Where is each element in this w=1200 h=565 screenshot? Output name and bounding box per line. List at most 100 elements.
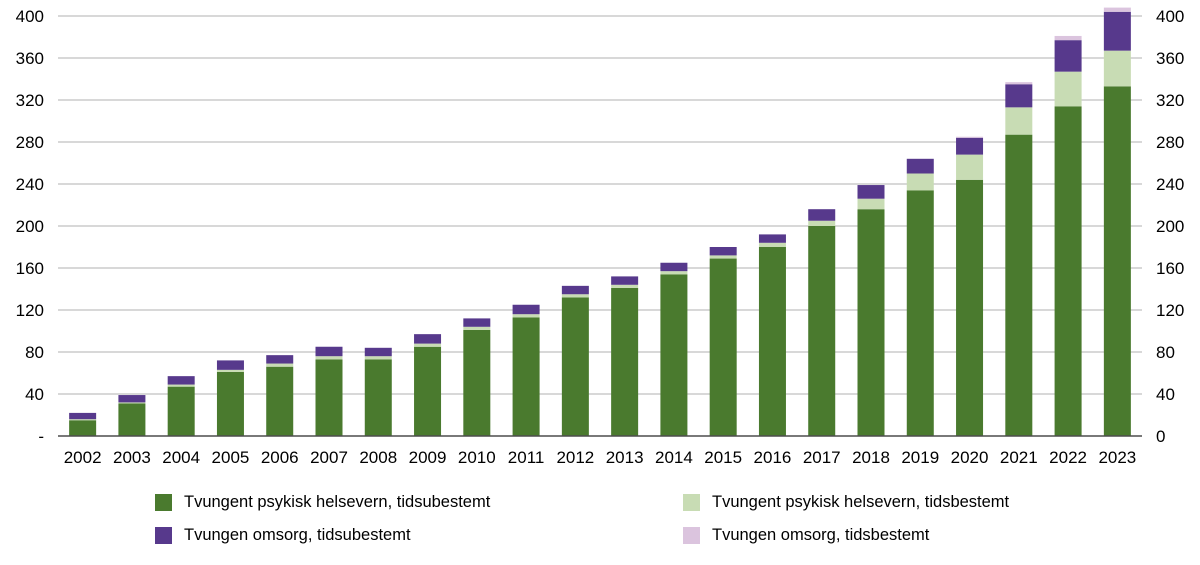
bar-segment-2016-s1 xyxy=(758,242,786,247)
bar-segment-2017-s2 xyxy=(808,209,836,221)
bar-segment-2002-s0 xyxy=(69,420,97,436)
chart-canvas: 40 40 80 80 120 120 160 160 200 200 240 240 280 280 32… xyxy=(16,7,1185,467)
x-axis-tick: 2019 xyxy=(901,448,939,467)
y-axis-tick-left: 80 xyxy=(25,343,44,362)
bar-segment-2009-s0 xyxy=(414,346,442,436)
bar-segment-2022-s3 xyxy=(1054,35,1082,41)
bar-segment-2011-s2 xyxy=(512,304,540,315)
bar-segment-2016-s0 xyxy=(758,247,786,436)
bar-segment-2017-s0 xyxy=(808,226,836,436)
x-axis-tick: 2005 xyxy=(212,448,250,467)
y-axis-tick-left: 400 xyxy=(16,7,44,26)
bar-segment-2005-s1 xyxy=(216,369,244,372)
legend-label: Tvungen omsorg, tidsubestemt xyxy=(184,526,411,544)
x-axis-tick: 2002 xyxy=(64,448,102,467)
x-axis-tick: 2018 xyxy=(852,448,890,467)
bar-segment-2019-s1 xyxy=(906,173,934,191)
bar-segment-2017-s1 xyxy=(808,220,836,226)
bar-segment-2004-s0 xyxy=(167,386,195,436)
legend-label: Tvungent psykisk helsevern, tidsubestemt xyxy=(184,493,491,511)
bar-segment-2014-s1 xyxy=(660,271,688,275)
bar-segment-2023-s3 xyxy=(1103,7,1131,12)
legend-item-2: Tvungen omsorg, tidsubestemt xyxy=(155,526,655,545)
bar-segment-2023-s0 xyxy=(1103,86,1131,436)
bar-segment-2010-s1 xyxy=(463,326,491,330)
bar-segment-2016-s2 xyxy=(758,234,786,243)
bar-segment-2003-s0 xyxy=(118,403,146,436)
legend-swatch-icon xyxy=(155,527,172,544)
bar-segment-2015-s0 xyxy=(709,258,737,436)
bar-segment-2021-s2 xyxy=(1005,84,1033,108)
x-axis-tick: 2009 xyxy=(409,448,447,467)
x-axis-tick: 2010 xyxy=(458,448,496,467)
y-axis-tick-right: 360 xyxy=(1156,49,1184,68)
bar-segment-2022-s2 xyxy=(1054,40,1082,72)
bar-segment-2018-s0 xyxy=(857,209,885,436)
bar-segment-2014-s2 xyxy=(660,262,688,272)
bar-segment-2010-s2 xyxy=(463,318,491,327)
bar-segment-2020-s0 xyxy=(956,179,984,437)
bar-segment-2004-s2 xyxy=(167,376,195,385)
x-axis-tick: 2006 xyxy=(261,448,299,467)
y-axis-tick-right: 40 xyxy=(1156,385,1175,404)
legend-swatch-icon xyxy=(683,527,700,544)
bar-segment-2014-s0 xyxy=(660,274,688,436)
legend-item-3: Tvungen omsorg, tidsbestemt xyxy=(683,526,1200,545)
bar-segment-2002-s1 xyxy=(69,419,97,421)
x-axis-tick: 2015 xyxy=(704,448,742,467)
bar-segment-2012-s0 xyxy=(561,297,589,436)
y-axis-tick-right: 160 xyxy=(1156,259,1184,278)
bar-segment-2008-s1 xyxy=(364,356,392,360)
y-axis-zero-left: - xyxy=(38,427,44,446)
x-axis-tick: 2007 xyxy=(310,448,348,467)
bar-segment-2006-s1 xyxy=(266,363,294,367)
y-axis-tick-right: 400 xyxy=(1156,7,1184,26)
y-axis-tick-left: 240 xyxy=(16,175,44,194)
chart-legend: Tvungent psykisk helsevern, tidsubestemt… xyxy=(0,493,1200,545)
bar-segment-2023-s1 xyxy=(1103,50,1131,87)
legend-swatch-icon xyxy=(155,494,172,511)
bar-segment-2007-s1 xyxy=(315,356,343,360)
legend-item-1: Tvungent psykisk helsevern, tidsbestemt xyxy=(683,493,1200,512)
x-axis-tick: 2008 xyxy=(359,448,397,467)
x-axis-tick: 2013 xyxy=(606,448,644,467)
bar-segment-2010-s0 xyxy=(463,329,491,436)
bar-segment-2022-s1 xyxy=(1054,71,1082,107)
bar-segment-2019-s0 xyxy=(906,190,934,436)
bar-segment-2022-s0 xyxy=(1054,106,1082,437)
y-axis-zero-right: 0 xyxy=(1156,427,1165,446)
bar-segment-2020-s1 xyxy=(956,154,984,180)
bar-segment-2012-s1 xyxy=(561,294,589,298)
x-axis-tick: 2020 xyxy=(951,448,989,467)
y-axis-tick-left: 200 xyxy=(16,217,44,236)
y-axis-tick-right: 320 xyxy=(1156,91,1184,110)
bar-segment-2013-s1 xyxy=(611,284,639,288)
bar-segment-2006-s0 xyxy=(266,366,294,436)
bar-segment-2005-s2 xyxy=(216,360,244,370)
bar-segment-2005-s0 xyxy=(216,371,244,436)
bar-segment-2021-s3 xyxy=(1005,82,1033,85)
bar-segment-2012-s2 xyxy=(561,285,589,295)
x-axis-tick: 2011 xyxy=(508,448,545,467)
x-axis-tick: 2004 xyxy=(162,448,200,467)
bar-segment-2009-s1 xyxy=(414,343,442,347)
bar-segment-2007-s0 xyxy=(315,359,343,436)
y-axis-tick-left: 360 xyxy=(16,49,44,68)
x-axis-tick: 2021 xyxy=(1000,448,1038,467)
bar-segment-2020-s2 xyxy=(956,137,984,155)
x-axis-tick: 2023 xyxy=(1098,448,1136,467)
bar-segment-2020-s3 xyxy=(956,136,984,138)
bar-segment-2011-s1 xyxy=(512,314,540,318)
bar-segment-2008-s2 xyxy=(364,347,392,357)
bar-segment-2015-s2 xyxy=(709,247,737,256)
bar-segment-2021-s1 xyxy=(1005,107,1033,135)
bar-segment-2004-s1 xyxy=(167,384,195,387)
bar-segment-2023-s2 xyxy=(1103,11,1131,51)
y-axis-tick-right: 200 xyxy=(1156,217,1184,236)
bar-segment-2013-s0 xyxy=(611,287,639,436)
bar-segment-2021-s0 xyxy=(1005,134,1033,436)
bar-segment-2018-s2 xyxy=(857,185,885,199)
x-axis-tick: 2012 xyxy=(556,448,594,467)
bar-segment-2003-s1 xyxy=(118,402,146,404)
